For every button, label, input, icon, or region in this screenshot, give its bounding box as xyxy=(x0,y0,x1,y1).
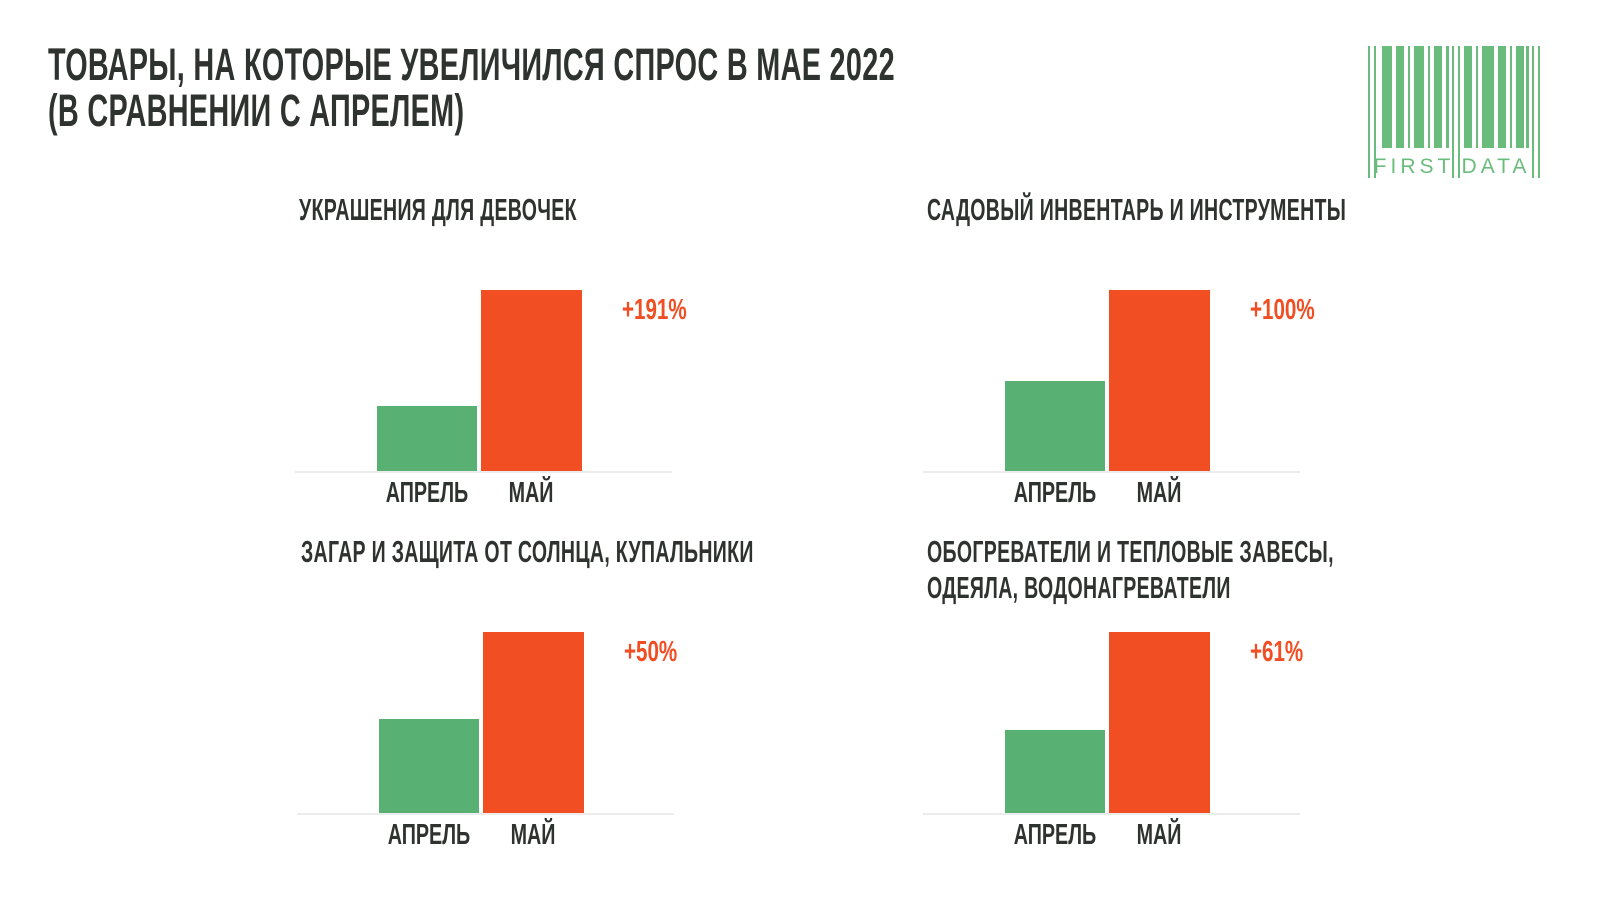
april-label: АПРЕЛЬ xyxy=(1013,477,1097,509)
plot-area: +191% xyxy=(295,290,687,471)
may-label: МАЙ xyxy=(1136,819,1182,851)
april-label: АПРЕЛЬ xyxy=(385,477,469,509)
axis-baseline xyxy=(295,471,672,473)
growth-label: +50% xyxy=(624,636,678,668)
april-bar xyxy=(1005,729,1105,813)
chart-garden-tools: САДОВЫЙ ИНВЕНТАРЬ И ИНСТРУМЕНТЫ +100% АП… xyxy=(923,190,1346,535)
april-label: АПРЕЛЬ xyxy=(387,819,471,851)
page-title: ТОВАРЫ, НА КОТОРЫЕ УВЕЛИЧИЛСЯ СПРОС В МА… xyxy=(48,42,895,134)
may-bar xyxy=(1109,290,1210,471)
chart-title: УКРАШЕНИЯ ДЛЯ ДЕВОЧЕК xyxy=(299,192,577,228)
growth-label: +100% xyxy=(1250,294,1315,326)
page-title-line1: ТОВАРЫ, НА КОТОРЫЕ УВЕЛИЧИЛСЯ СПРОС В МА… xyxy=(48,39,895,90)
may-bar xyxy=(1109,632,1210,813)
may-bar xyxy=(481,290,582,471)
axis-baseline xyxy=(923,813,1300,815)
growth-label: +191% xyxy=(622,294,687,326)
plot-area: +50% xyxy=(297,632,682,813)
april-bar xyxy=(379,718,479,813)
chart-title-line: ЗАГАР И ЗАЩИТА ОТ СОЛНЦА, КУПАЛЬНИКИ xyxy=(301,534,754,569)
logo-text-data: DATA xyxy=(1462,155,1531,178)
may-label: МАЙ xyxy=(508,477,554,509)
chart-sun-protection: ЗАГАР И ЗАЩИТА ОТ СОЛНЦА, КУПАЛЬНИКИ +50… xyxy=(297,532,753,877)
plot-area: +61% xyxy=(923,632,1308,813)
april-bar xyxy=(1005,380,1105,471)
chart-title: ЗАГАР И ЗАЩИТА ОТ СОЛНЦА, КУПАЛЬНИКИ xyxy=(301,534,754,570)
logo-text-first: FIRST xyxy=(1374,155,1455,178)
may-label: МАЙ xyxy=(510,819,556,851)
barcode-icon: FIRST DATA xyxy=(1368,46,1540,178)
chart-title: САДОВЫЙ ИНВЕНТАРЬ И ИНСТРУМЕНТЫ xyxy=(927,192,1346,228)
axis-baseline xyxy=(923,471,1300,473)
plot-area: +100% xyxy=(923,290,1315,471)
firstdata-logo: FIRST DATA xyxy=(1368,46,1540,178)
april-label: АПРЕЛЬ xyxy=(1013,819,1097,851)
chart-heaters: ОБОГРЕВАТЕЛИ И ТЕПЛОВЫЕ ЗАВЕСЫ, ОДЕЯЛА, … xyxy=(923,532,1334,877)
may-bar xyxy=(483,632,584,813)
april-bar xyxy=(377,405,477,471)
chart-title: ОБОГРЕВАТЕЛИ И ТЕПЛОВЫЕ ЗАВЕСЫ, ОДЕЯЛА, … xyxy=(927,534,1334,606)
axis-baseline xyxy=(297,813,674,815)
page-title-line2: (В СРАВНЕНИИ С АПРЕЛЕМ) xyxy=(48,85,465,136)
chart-title-line: УКРАШЕНИЯ ДЛЯ ДЕВОЧЕК xyxy=(299,192,577,227)
may-label: МАЙ xyxy=(1136,477,1182,509)
chart-girls-jewelry: УКРАШЕНИЯ ДЛЯ ДЕВОЧЕК +191% АПРЕЛЬ МАЙ xyxy=(295,190,687,535)
chart-title-line: САДОВЫЙ ИНВЕНТАРЬ И ИНСТРУМЕНТЫ xyxy=(927,192,1347,227)
chart-title-line: ОБОГРЕВАТЕЛИ И ТЕПЛОВЫЕ ЗАВЕСЫ, xyxy=(927,534,1334,569)
chart-title-line: ОДЕЯЛА, ВОДОНАГРЕВАТЕЛИ xyxy=(927,570,1231,605)
growth-label: +61% xyxy=(1250,636,1304,668)
